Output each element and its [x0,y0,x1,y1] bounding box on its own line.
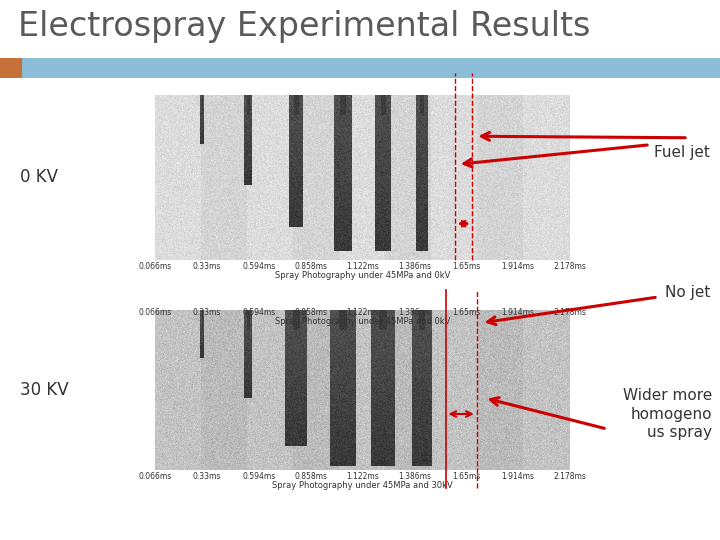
Bar [0,58,22,78]
Text: 0.33ms: 0.33ms [193,262,221,271]
Text: 1.386ms: 1.386ms [398,308,431,317]
Text: 1.914ms: 1.914ms [502,308,535,317]
Text: 0.594ms: 0.594ms [242,308,275,317]
Text: 0.858ms: 0.858ms [294,472,327,481]
Text: 0.066ms: 0.066ms [138,308,171,317]
Text: 1.914ms: 1.914ms [502,262,535,271]
Text: Spray Photography under 45MPa and 30kV: Spray Photography under 45MPa and 30kV [272,481,453,490]
Text: Electrospray Experimental Results: Electrospray Experimental Results [18,10,590,43]
Bar [22,58,720,78]
Text: 1.914ms: 1.914ms [502,472,535,481]
Text: No jet: No jet [665,285,710,300]
Text: 2.178ms: 2.178ms [554,262,586,271]
Text: 0.066ms: 0.066ms [138,262,171,271]
Text: 1.386ms: 1.386ms [398,262,431,271]
Text: Spray Photography under 45MPa and 0kV: Spray Photography under 45MPa and 0kV [275,271,450,280]
Text: 1.122ms: 1.122ms [346,308,379,317]
Text: 0.594ms: 0.594ms [242,262,275,271]
Text: Fuel jet: Fuel jet [654,145,710,160]
Text: 1.386ms: 1.386ms [398,472,431,481]
Text: 1.122ms: 1.122ms [346,472,379,481]
Text: 1.65ms: 1.65ms [452,472,480,481]
Text: 0.33ms: 0.33ms [193,472,221,481]
Text: 0.858ms: 0.858ms [294,262,327,271]
Text: 0 KV: 0 KV [20,168,58,186]
Text: 0.594ms: 0.594ms [242,472,275,481]
Text: 2.178ms: 2.178ms [554,308,586,317]
Text: 30 KV: 30 KV [20,381,68,399]
Text: 1.65ms: 1.65ms [452,262,480,271]
Text: Wider more
homogeno
us spray: Wider more homogeno us spray [623,388,712,440]
Text: 2.178ms: 2.178ms [554,472,586,481]
Text: 1.65ms: 1.65ms [452,308,480,317]
Text: Spray Photography under 45MPa and 0kV: Spray Photography under 45MPa and 0kV [275,317,450,326]
Text: 0.33ms: 0.33ms [193,308,221,317]
Text: 1.122ms: 1.122ms [346,262,379,271]
Text: 0.066ms: 0.066ms [138,472,171,481]
Text: 0.858ms: 0.858ms [294,308,327,317]
